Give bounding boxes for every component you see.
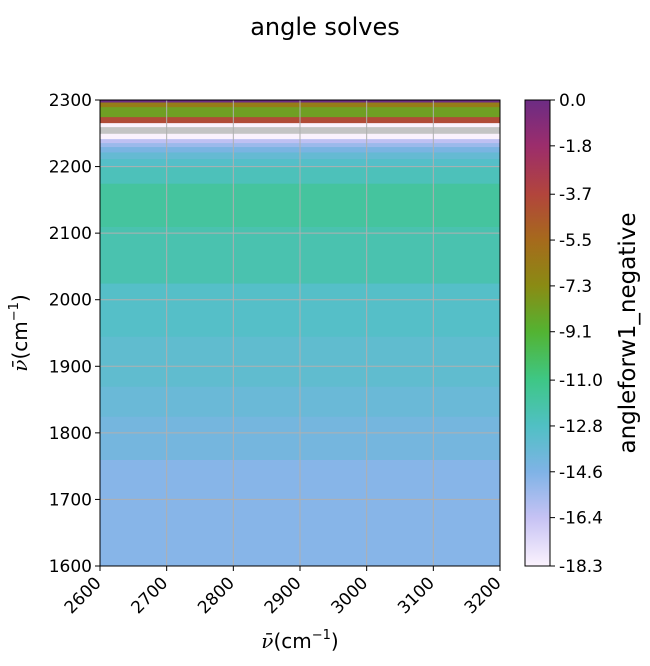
x-axis-label-close: )	[331, 629, 339, 653]
y-axis-label-unit: (cm	[8, 321, 32, 359]
x-tick-label: 2900	[261, 573, 306, 618]
x-axis-label-exponent: −1	[312, 628, 331, 643]
y-axis-ticks: 1600 1700 1800 1900 2000 2100 2200 2300	[49, 91, 100, 577]
x-tick-label: 3100	[394, 573, 439, 618]
y-tick-label: 1600	[49, 557, 92, 577]
x-axis-ticks: 2600 2700 2800 2900 3000 3100 3200	[61, 566, 506, 618]
x-tick-label: 3200	[461, 573, 506, 618]
x-tick-label: 2700	[127, 573, 172, 618]
colorbar-tick-label: -11.0	[559, 371, 603, 391]
colorbar-ticks: 0.0 -1.8 -3.7 -5.5 -7.3 -9.1 -11.0 -12.8 -14.6 -1…	[550, 91, 603, 577]
x-axis-label-symbol: ν̄	[261, 629, 273, 653]
y-tick-label: 1700	[49, 490, 92, 510]
colorbar-tick-label: -5.5	[559, 231, 592, 251]
y-tick-label: 2200	[49, 158, 92, 178]
colorbar-tick-label: -16.4	[559, 509, 603, 529]
x-axis-label: ν̄(cm−1)	[261, 628, 338, 653]
colorbar-tick-label: -9.1	[559, 323, 592, 343]
x-axis-label-unit: (cm	[273, 629, 311, 653]
y-axis-label-symbol: ν̄	[8, 360, 32, 372]
colorbar-tick-label: -3.7	[559, 185, 592, 205]
y-axis-label: ν̄(cm−1)	[7, 294, 32, 371]
x-tick-label: 3000	[327, 573, 372, 618]
y-axis-label-exponent: −1	[7, 302, 22, 321]
y-tick-label: 2100	[49, 224, 92, 244]
y-tick-label: 1900	[49, 357, 92, 377]
y-tick-label: 2000	[49, 291, 92, 311]
colorbar-tick-label: -7.3	[559, 277, 592, 297]
colorbar-tick-label: -12.8	[559, 417, 603, 437]
colorbar-label: angleforw1_negative	[615, 213, 641, 454]
chart-title: angle solves	[250, 13, 400, 41]
colorbar	[524, 99, 551, 567]
y-axis-label-close: )	[8, 294, 32, 302]
y-tick-label: 1800	[49, 424, 92, 444]
x-tick-label: 2600	[61, 573, 106, 618]
colorbar-tick-label: 0.0	[559, 91, 586, 111]
y-tick-label: 2300	[49, 91, 92, 111]
x-tick-label: 2800	[194, 573, 239, 618]
colorbar-tick-label: -14.6	[559, 463, 603, 483]
colorbar-tick-label: -18.3	[559, 557, 603, 577]
colorbar-tick-label: -1.8	[559, 137, 592, 157]
